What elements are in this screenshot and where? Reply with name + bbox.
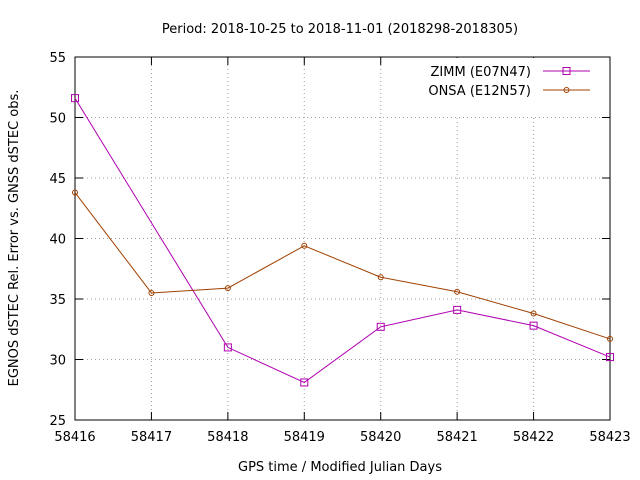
data-point-square [606, 353, 614, 362]
legend: ZIMM (E07N47) ONSA (E12N57) [405, 58, 609, 100]
series-line [74, 97, 611, 384]
y-tick-label: 35 [49, 293, 66, 308]
series-layer [71, 94, 614, 387]
data-point-circle [72, 189, 78, 196]
x-tick-label: 58423 [589, 430, 630, 445]
chart-title: Period: 2018-10-25 to 2018-11-01 (201829… [162, 22, 518, 37]
axis-ticks: 58416 58417 58418 58419 58420 58421 58422 58423… [49, 51, 630, 445]
y-tick-label: 25 [49, 414, 66, 429]
x-tick-label: 58421 [436, 430, 477, 445]
data-point-circle [454, 288, 461, 295]
y-tick-label: 55 [49, 51, 66, 66]
y-tick-label: 30 [49, 354, 66, 369]
data-point-square [300, 378, 309, 387]
data-point-square [453, 305, 462, 314]
y-axis-title: EGNOS dSTEC Rel. Error vs. GNSS dSTEC ob… [7, 90, 22, 387]
data-point-circle [530, 310, 537, 317]
x-tick-label: 58419 [284, 430, 325, 445]
x-tick-label: 58420 [360, 430, 401, 445]
series-line [74, 192, 611, 340]
data-point-circle [301, 242, 308, 249]
series-zimm [71, 94, 614, 387]
data-point-circle [563, 87, 570, 93]
x-tick-label: 58418 [207, 430, 248, 445]
legend-background [405, 58, 609, 100]
data-point-circle [377, 274, 384, 281]
series-onsa [72, 189, 613, 342]
grid-lines [75, 57, 610, 420]
data-point-square [376, 322, 385, 331]
y-tick-label: 45 [49, 172, 66, 187]
x-tick-label: 58416 [54, 430, 95, 445]
legend-label: ZIMM (E07N47) [431, 65, 531, 80]
data-point-square [562, 67, 571, 75]
data-point-circle [148, 289, 155, 296]
data-point-square [71, 94, 79, 103]
y-tick-label: 50 [49, 112, 66, 127]
data-point-circle [607, 335, 613, 342]
data-point-circle [224, 285, 231, 292]
x-tick-label: 58422 [513, 430, 554, 445]
x-tick-label: 58417 [131, 430, 172, 445]
data-point-square [223, 343, 232, 352]
legend-label: ONSA (E12N57) [428, 84, 531, 99]
x-axis-title: GPS time / Modified Julian Days [238, 460, 442, 475]
data-point-square [529, 321, 538, 330]
y-tick-label: 40 [49, 233, 66, 248]
